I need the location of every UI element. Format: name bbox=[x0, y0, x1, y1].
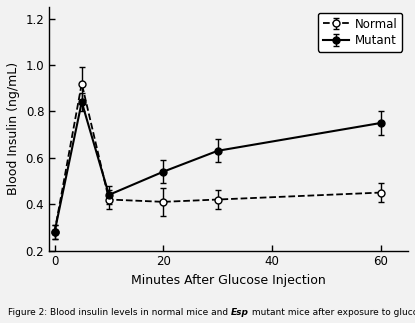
Text: Figure 2: Blood insulin levels in normal mice and: Figure 2: Blood insulin levels in normal… bbox=[8, 308, 231, 317]
Text: mutant mice after exposure to glucose: mutant mice after exposure to glucose bbox=[249, 308, 415, 317]
Text: Esp: Esp bbox=[231, 308, 249, 317]
Y-axis label: Blood Insulin (ng/mL): Blood Insulin (ng/mL) bbox=[7, 62, 20, 195]
Legend: Normal, Mutant: Normal, Mutant bbox=[318, 13, 402, 52]
X-axis label: Minutes After Glucose Injection: Minutes After Glucose Injection bbox=[131, 274, 326, 287]
